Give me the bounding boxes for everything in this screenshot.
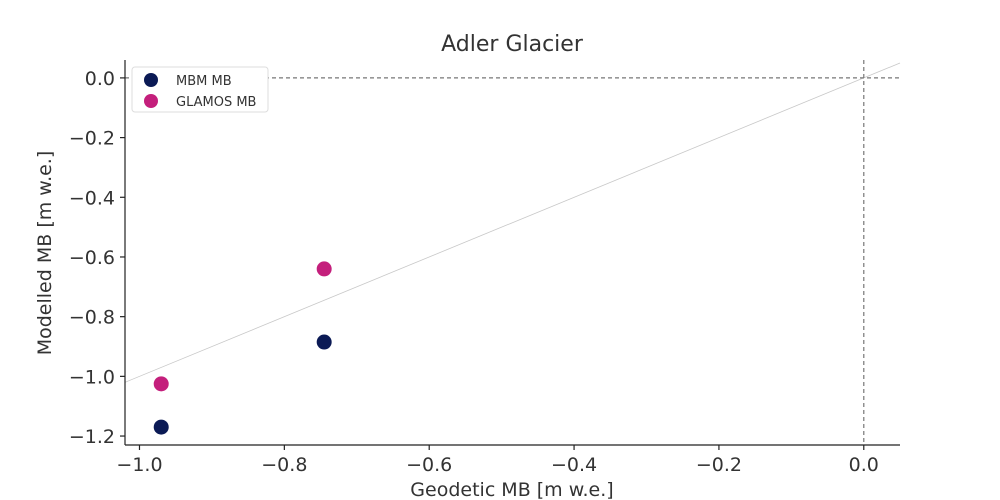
x-tick-label: −0.4 bbox=[551, 454, 597, 476]
y-axis-ticks: 0.0 −0.2 −0.4 −0.6 −0.8 −1.0 −1.2 bbox=[69, 68, 125, 448]
x-tick-label: −0.8 bbox=[261, 454, 307, 476]
data-point-glamos-mb bbox=[153, 376, 169, 392]
y-axis-label: Modelled MB [m w.e.] bbox=[34, 151, 56, 356]
y-tick-label: −0.6 bbox=[69, 247, 115, 269]
x-axis-ticks: −1.0 −0.8 −0.6 −0.4 −0.2 0.0 bbox=[116, 445, 879, 476]
data-points bbox=[153, 261, 332, 435]
y-tick-label: 0.0 bbox=[85, 68, 115, 90]
legend-box bbox=[131, 66, 269, 113]
chart-title: Adler Glacier bbox=[441, 32, 584, 57]
x-axis-label: Geodetic MB [m w.e.] bbox=[410, 479, 613, 500]
legend-label-glamos: GLAMOS MB bbox=[176, 95, 256, 110]
data-point-mbm-mb bbox=[316, 334, 332, 350]
y-tick-label: −0.4 bbox=[69, 187, 115, 209]
legend-marker-glamos bbox=[144, 94, 158, 108]
plot-area bbox=[124, 60, 901, 445]
y-tick-label: −0.2 bbox=[69, 128, 115, 150]
data-point-glamos-mb bbox=[316, 261, 332, 277]
y-tick-label: −1.0 bbox=[69, 366, 115, 388]
legend: MBM MB GLAMOS MB bbox=[131, 66, 269, 113]
data-point-mbm-mb bbox=[153, 419, 169, 435]
x-tick-label: −1.0 bbox=[116, 454, 162, 476]
legend-label-mbm: MBM MB bbox=[176, 74, 232, 89]
x-tick-label: −0.6 bbox=[406, 454, 452, 476]
x-tick-label: 0.0 bbox=[849, 454, 879, 476]
identity-line bbox=[124, 62, 901, 383]
x-tick-label: −0.2 bbox=[696, 454, 742, 476]
y-tick-label: −0.8 bbox=[69, 307, 115, 329]
y-tick-label: −1.2 bbox=[69, 426, 115, 448]
legend-marker-mbm bbox=[144, 73, 158, 87]
